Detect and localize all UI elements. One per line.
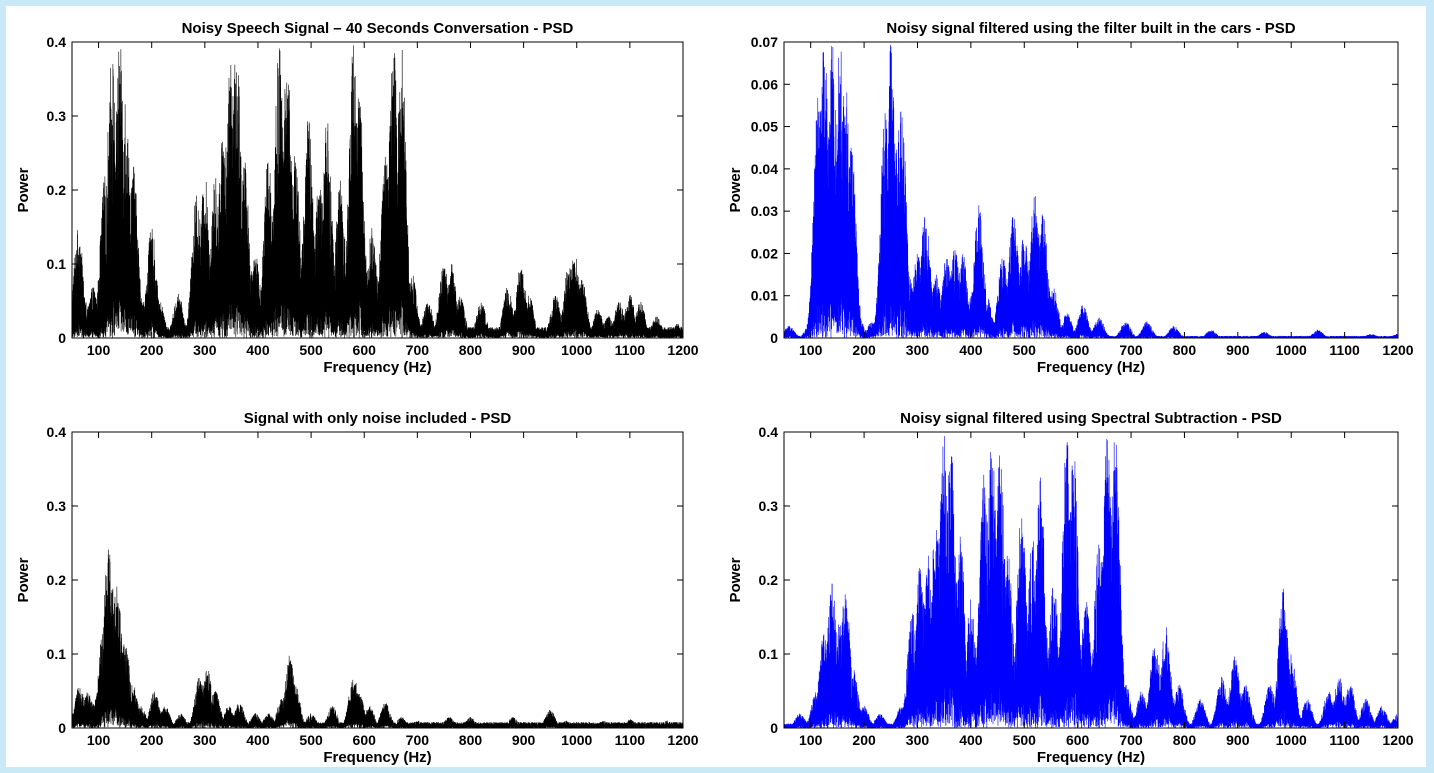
y-axis-label: Power [727, 557, 744, 602]
x-tick-label: 500 [299, 732, 323, 748]
x-tick-label: 100 [87, 342, 111, 358]
y-tick-label: 0.05 [751, 119, 778, 135]
x-tick-label: 700 [1119, 342, 1143, 358]
chart-2: 100 200 300 400 500 600 700 800 900 1000 1100 1200 0… [727, 20, 1414, 376]
y-tick-label: 0.2 [47, 572, 67, 588]
x-tick-label: 900 [1226, 342, 1250, 358]
x-axis-label: Frequency (Hz) [1037, 359, 1145, 376]
plot-frame [783, 41, 1399, 339]
y-tick-label: 0.4 [47, 424, 67, 440]
x-tick-label: 200 [140, 342, 164, 358]
x-tick-label: 200 [852, 342, 876, 358]
x-tick-label: 800 [1173, 342, 1197, 358]
x-tick-label: 100 [799, 732, 823, 748]
x-tick-label: 500 [1013, 342, 1037, 358]
x-tick-label: 600 [1066, 732, 1090, 748]
plot-area [72, 432, 683, 728]
x-tick-label: 1100 [615, 342, 646, 358]
x-axis-label: Frequency (Hz) [323, 359, 431, 376]
y-tick-label: 0.3 [759, 498, 779, 514]
y-tick-label: 0 [58, 720, 66, 736]
x-tick-label: 300 [193, 342, 217, 358]
x-tick-label: 300 [906, 732, 930, 748]
figure-canvas: 100 200 300 400 500 600 700 800 900 1000 1100 1200 0… [6, 6, 1426, 767]
x-tick-label: 500 [299, 342, 323, 358]
x-tick-label: 900 [512, 732, 536, 748]
x-axis-label: Frequency (Hz) [1037, 749, 1145, 766]
x-tick-label: 600 [1066, 342, 1090, 358]
x-tick-label: 800 [459, 342, 483, 358]
x-tick-label: 1000 [561, 732, 592, 748]
x-tick-label: 100 [87, 732, 111, 748]
y-tick-label: 0 [770, 720, 778, 736]
x-tick-label: 800 [459, 732, 483, 748]
x-tick-label: 1200 [667, 342, 698, 358]
y-tick-label: 0.1 [47, 256, 67, 272]
figure-svg: 100 200 300 400 500 600 700 800 900 1000 1100 12000… [15, 20, 1414, 766]
x-tick-label: 700 [406, 342, 430, 358]
x-tick-label: 1000 [1276, 342, 1307, 358]
y-tick-label: 0.4 [47, 34, 67, 50]
series-trace [72, 45, 683, 338]
x-tick-label: 700 [406, 732, 430, 748]
x-tick-label: 1200 [1382, 342, 1413, 358]
series-trace [72, 549, 683, 728]
y-tick-label: 0.03 [751, 203, 778, 219]
y-axis-label: Power [727, 167, 744, 212]
y-tick-label: 0.06 [751, 76, 778, 92]
x-tick-label: 100 [799, 342, 823, 358]
chart-1: 100 200 300 400 500 600 700 800 900 1000 1100 1200 0… [15, 20, 699, 376]
plot-area [784, 42, 1398, 338]
x-tick-label: 400 [246, 732, 270, 748]
x-tick-label: 700 [1119, 732, 1143, 748]
y-tick-label: 0.01 [751, 288, 778, 304]
x-tick-label: 300 [193, 732, 217, 748]
x-tick-label: 1100 [1329, 342, 1360, 358]
y-axis-label: Power [15, 167, 32, 212]
y-tick-label: 0.3 [47, 108, 67, 124]
y-tick-label: 0.1 [759, 646, 779, 662]
x-tick-label: 200 [852, 732, 876, 748]
x-tick-label: 800 [1173, 732, 1197, 748]
y-tick-label: 0.02 [751, 245, 778, 261]
x-tick-label: 400 [959, 732, 983, 748]
chart-title: Signal with only noise included - PSD [244, 410, 512, 427]
x-tick-label: 600 [353, 732, 377, 748]
x-tick-label: 1200 [1382, 732, 1413, 748]
series-trace [784, 436, 1398, 728]
x-tick-label: 900 [1226, 732, 1250, 748]
x-tick-label: 1000 [561, 342, 592, 358]
x-axis-label: Frequency (Hz) [323, 749, 431, 766]
chart-3: 100 200 300 400 500 600 700 800 900 1000 1100 1200 0… [15, 410, 699, 766]
x-tick-label: 300 [906, 342, 930, 358]
x-tick-label: 600 [353, 342, 377, 358]
x-tick-label: 400 [246, 342, 270, 358]
y-tick-label: 0 [770, 330, 778, 346]
y-tick-label: 0.04 [751, 161, 778, 177]
x-tick-label: 1100 [615, 732, 646, 748]
y-tick-label: 0.4 [759, 424, 779, 440]
y-tick-label: 0.1 [47, 646, 67, 662]
x-tick-label: 1100 [1329, 732, 1360, 748]
x-tick-label: 400 [959, 342, 983, 358]
x-tick-label: 200 [140, 732, 164, 748]
y-tick-label: 0.2 [47, 182, 67, 198]
x-tick-label: 1000 [1276, 732, 1307, 748]
chart-4: 100 200 300 400 500 600 700 800 900 1000 1100 1200 0… [727, 410, 1414, 766]
chart-title: Noisy Speech Signal – 40 Seconds Convers… [182, 20, 574, 37]
y-axis-label: Power [15, 557, 32, 602]
y-tick-label: 0.3 [47, 498, 67, 514]
y-tick-label: 0.07 [751, 34, 778, 50]
chart-title: Noisy signal filtered using Spectral Sub… [900, 410, 1282, 427]
x-tick-label: 1200 [667, 732, 698, 748]
y-tick-label: 0 [58, 330, 66, 346]
x-tick-label: 500 [1013, 732, 1037, 748]
x-tick-label: 900 [512, 342, 536, 358]
chart-title: Noisy signal filtered using the filter b… [886, 20, 1295, 37]
y-tick-label: 0.2 [759, 572, 779, 588]
